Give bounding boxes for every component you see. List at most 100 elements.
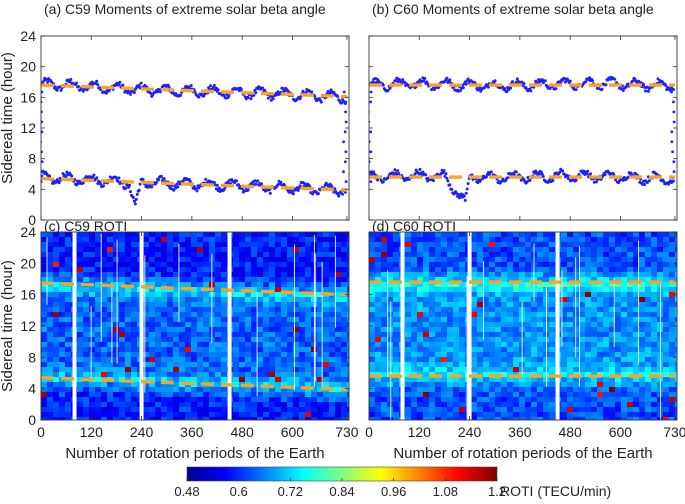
heatmap-cell — [387, 407, 394, 413]
heatmap-cell — [143, 372, 150, 378]
heatmap-cell — [597, 257, 604, 263]
heatmap-cell — [579, 252, 586, 258]
heatmap-cell — [549, 367, 556, 373]
heatmap-cell — [329, 327, 336, 333]
heatmap-cell — [209, 232, 216, 238]
heatmap-cell — [125, 287, 132, 293]
scatter-point — [57, 181, 61, 185]
heatmap-cell — [347, 282, 349, 288]
heatmap-cell — [501, 357, 508, 363]
heatmap-cell — [167, 267, 174, 273]
heatmap-cell — [167, 357, 174, 363]
heatmap-cell — [47, 252, 54, 258]
heatmap-cell — [59, 302, 66, 308]
heatmap-cell — [519, 297, 526, 303]
heatmap-cell — [113, 362, 120, 368]
heatmap-cell — [293, 387, 300, 393]
heatmap-cell — [257, 412, 264, 418]
heatmap-cell — [185, 357, 192, 363]
heatmap-cell — [41, 287, 48, 293]
heatmap-cell — [453, 357, 460, 363]
heatmap-cell — [251, 262, 258, 268]
heatmap-cell — [53, 377, 60, 383]
heatmap-cell — [483, 237, 490, 243]
heatmap-cell — [293, 312, 300, 318]
heatmap-cell — [387, 257, 394, 263]
heatmap-cell — [269, 242, 276, 248]
heatmap-cell — [113, 387, 120, 393]
heatmap-cell — [435, 382, 442, 388]
heatmap-cell — [597, 322, 604, 328]
heatmap-cell — [369, 277, 376, 283]
heatmap-cell — [579, 257, 586, 263]
heatmap-cell — [597, 397, 604, 403]
heatmap-cell — [95, 342, 102, 348]
heatmap-cell — [251, 417, 258, 420]
heatmap-cell — [335, 407, 342, 413]
heatmap-cell — [113, 247, 120, 253]
heatmap-cell — [191, 257, 198, 263]
heatmap-cell — [477, 357, 484, 363]
heatmap-cell — [411, 392, 418, 398]
heatmap-cell — [197, 242, 204, 248]
heatmap-cell — [549, 387, 556, 393]
heatmap-cell — [471, 362, 478, 368]
heatmap-cell — [65, 257, 72, 263]
heatmap-cell — [519, 392, 526, 398]
heatmap-cell — [179, 377, 186, 383]
heatmap-cell — [507, 297, 514, 303]
heatmap-cell — [275, 232, 282, 238]
heatmap-cell — [579, 267, 586, 273]
heatmap-cell — [215, 307, 222, 313]
heatmap-cell — [281, 407, 288, 413]
heatmap-cell — [537, 232, 544, 238]
heatmap-cell — [275, 372, 282, 378]
heatmap-cell — [441, 332, 448, 338]
heatmap-cell — [131, 367, 138, 373]
heatmap-cell — [251, 332, 258, 338]
heatmap-cell — [459, 387, 466, 393]
heatmap-cell — [525, 397, 532, 403]
heatmap-cell — [411, 362, 418, 368]
heatmap-cell — [269, 412, 276, 418]
panel-d: 0 120 240 360 480 600 730 — [365, 231, 685, 440]
heatmap-cell — [335, 417, 342, 420]
heatmap-cell — [561, 392, 568, 398]
heatmap-cell — [119, 277, 126, 283]
heatmap-cell — [197, 322, 204, 328]
heatmap-cell — [335, 302, 342, 308]
heatmap-cell — [411, 297, 418, 303]
heatmap-cell — [281, 237, 288, 243]
heatmap-cell — [59, 267, 66, 273]
heatmap-cell — [429, 312, 436, 318]
heatmap-cell — [441, 397, 448, 403]
heatmap-cell — [453, 252, 460, 258]
heatmap-cell — [299, 287, 306, 293]
heatmap-cell — [95, 237, 102, 243]
heatmap-cell — [59, 372, 66, 378]
heatmap-cell — [471, 417, 478, 420]
heatmap-cell — [495, 282, 502, 288]
heatmap-cell — [615, 247, 622, 253]
heatmap-cell — [233, 372, 240, 378]
heatmap-cell — [275, 342, 282, 348]
scatter-point — [296, 188, 300, 192]
heatmap-cell — [125, 407, 132, 413]
heatmap-cell — [125, 397, 132, 403]
heatmap-cell — [335, 327, 342, 333]
heatmap-cell — [525, 292, 532, 298]
heatmap-cell — [167, 317, 174, 323]
heatmap-cell — [573, 262, 580, 268]
heatmap-cell — [441, 307, 448, 313]
heatmap-cell — [47, 407, 54, 413]
heatmap-cell — [495, 407, 502, 413]
scatter-point — [505, 90, 509, 94]
heatmap-cell — [489, 297, 496, 303]
heatmap-cell — [119, 237, 126, 243]
heatmap-cell — [95, 412, 102, 418]
heatmap-cell — [591, 412, 598, 418]
heatmap-cell — [597, 282, 604, 288]
heatmap-cell — [579, 277, 586, 283]
heatmap-cell — [495, 242, 502, 248]
heatmap-cell — [215, 402, 222, 408]
